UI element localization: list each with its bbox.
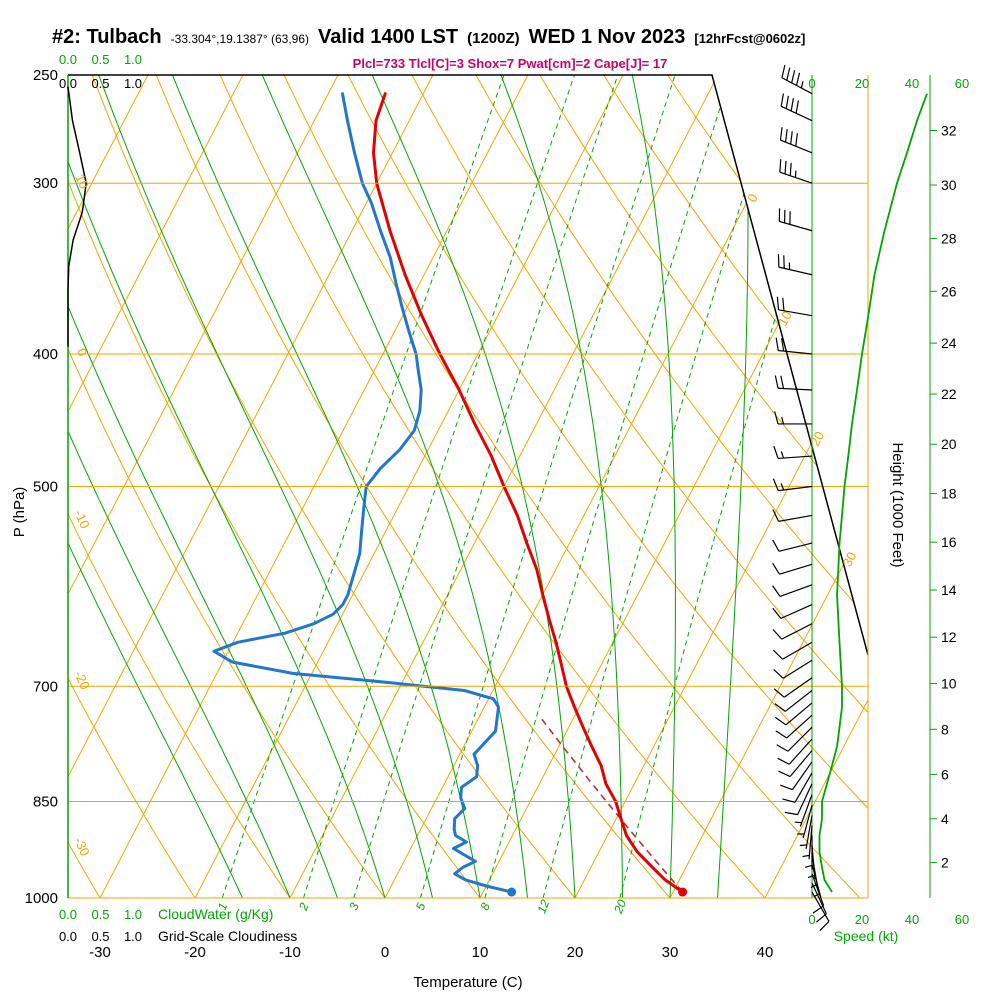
- svg-text:40: 40: [905, 912, 919, 927]
- sounding-curves: [212, 92, 685, 894]
- svg-text:1.0: 1.0: [124, 929, 142, 944]
- svg-text:30: 30: [941, 177, 957, 193]
- svg-text:40: 40: [905, 76, 919, 91]
- svg-text:5: 5: [413, 900, 429, 912]
- svg-text:-10: -10: [279, 944, 301, 961]
- svg-text:22: 22: [941, 386, 957, 402]
- svg-text:28: 28: [941, 231, 957, 247]
- svg-text:0: 0: [808, 76, 815, 91]
- svg-text:-10: -10: [71, 508, 93, 531]
- svg-text:0.5: 0.5: [91, 76, 109, 91]
- dewpoint-curve: [212, 92, 514, 894]
- surface-dewpoint-dot: [507, 887, 517, 897]
- parcel-path: [541, 718, 684, 893]
- svg-text:1: 1: [215, 901, 230, 912]
- svg-text:0.0: 0.0: [59, 907, 77, 922]
- svg-text:30: 30: [840, 549, 860, 569]
- svg-text:18: 18: [941, 486, 957, 502]
- svg-text:CloudWater (g/Kg): CloudWater (g/Kg): [158, 906, 273, 922]
- svg-text:20: 20: [855, 76, 869, 91]
- svg-text:16: 16: [941, 534, 957, 550]
- svg-text:Temperature (C): Temperature (C): [413, 974, 522, 991]
- svg-text:3: 3: [346, 900, 362, 912]
- cloudiness-curve: [67, 86, 87, 347]
- svg-text:60: 60: [955, 76, 969, 91]
- surface-temp-dot: [678, 887, 688, 897]
- svg-text:8: 8: [477, 900, 493, 912]
- svg-text:300: 300: [33, 175, 58, 192]
- svg-text:700: 700: [33, 678, 58, 695]
- svg-text:8: 8: [941, 721, 949, 737]
- svg-text:0: 0: [74, 346, 91, 359]
- svg-text:12: 12: [534, 897, 552, 915]
- svg-text:10: 10: [775, 308, 795, 328]
- valid-zulu: (1200Z): [467, 30, 520, 47]
- temperature-curve: [372, 92, 685, 894]
- svg-text:12: 12: [941, 629, 957, 645]
- svg-text:0: 0: [381, 944, 389, 961]
- grid-green: [68, 75, 846, 898]
- svg-text:P (hPa): P (hPa): [11, 487, 28, 538]
- svg-text:4: 4: [941, 811, 949, 827]
- svg-text:10: 10: [941, 676, 957, 692]
- svg-text:2: 2: [296, 900, 312, 913]
- svg-text:-30: -30: [71, 835, 93, 858]
- svg-text:20: 20: [941, 436, 957, 452]
- svg-text:30: 30: [662, 944, 679, 961]
- svg-text:Grid-Scale Cloudiness: Grid-Scale Cloudiness: [158, 928, 297, 944]
- svg-text:60: 60: [955, 912, 969, 927]
- svg-text:20: 20: [567, 944, 584, 961]
- valid-date: WED 1 Nov 2023: [528, 26, 686, 48]
- svg-text:2: 2: [941, 855, 949, 871]
- station-title: #2: Tulbach: [52, 26, 162, 48]
- svg-text:-20: -20: [184, 944, 206, 961]
- overlays: [67, 74, 937, 899]
- svg-text:0.0: 0.0: [59, 76, 77, 91]
- svg-text:0.5: 0.5: [91, 52, 109, 67]
- svg-text:40: 40: [757, 944, 774, 961]
- wind-barbs: [772, 64, 830, 932]
- title-bar: #2: Tulbach -33.304°,19.1387° (63,96) Va…: [52, 26, 992, 49]
- svg-text:0: 0: [808, 912, 815, 927]
- forecast-tag: [12hrFcst@0602z]: [694, 31, 806, 46]
- svg-text:1.0: 1.0: [124, 907, 142, 922]
- valid-time: Valid 1400 LST: [318, 26, 459, 48]
- svg-text:1.0: 1.0: [124, 52, 142, 67]
- svg-text:500: 500: [33, 479, 58, 496]
- svg-text:0.5: 0.5: [91, 929, 109, 944]
- svg-text:24: 24: [941, 335, 957, 351]
- svg-text:250: 250: [33, 67, 58, 84]
- station-coords: -33.304°,19.1387° (63,96): [170, 32, 310, 46]
- svg-text:20: 20: [611, 897, 629, 916]
- svg-text:0.0: 0.0: [59, 929, 77, 944]
- svg-text:-30: -30: [89, 944, 111, 961]
- svg-text:32: 32: [941, 123, 957, 139]
- svg-text:26: 26: [941, 283, 957, 299]
- svg-text:6: 6: [941, 766, 949, 782]
- speed-curve: [818, 93, 928, 893]
- parcel-params-line: Plcl=733 Tlcl[C]=3 Shox=7 Pwat[cm]=2 Cap…: [352, 56, 668, 71]
- svg-text:400: 400: [33, 346, 58, 363]
- grid-orange: [68, 75, 868, 898]
- svg-text:850: 850: [33, 794, 58, 811]
- svg-text:10: 10: [472, 944, 489, 961]
- svg-text:0.5: 0.5: [91, 907, 109, 922]
- svg-text:20: 20: [855, 912, 869, 927]
- svg-text:Height (1000 Feet): Height (1000 Feet): [889, 442, 906, 567]
- svg-text:10: 10: [72, 172, 92, 191]
- svg-text:0.0: 0.0: [59, 52, 77, 67]
- svg-text:20: 20: [807, 429, 827, 449]
- svg-text:14: 14: [941, 582, 957, 598]
- svg-text:Speed (kt): Speed (kt): [834, 928, 899, 944]
- svg-text:-20: -20: [71, 668, 93, 691]
- svg-text:1000: 1000: [25, 890, 58, 907]
- svg-text:1.0: 1.0: [124, 76, 142, 91]
